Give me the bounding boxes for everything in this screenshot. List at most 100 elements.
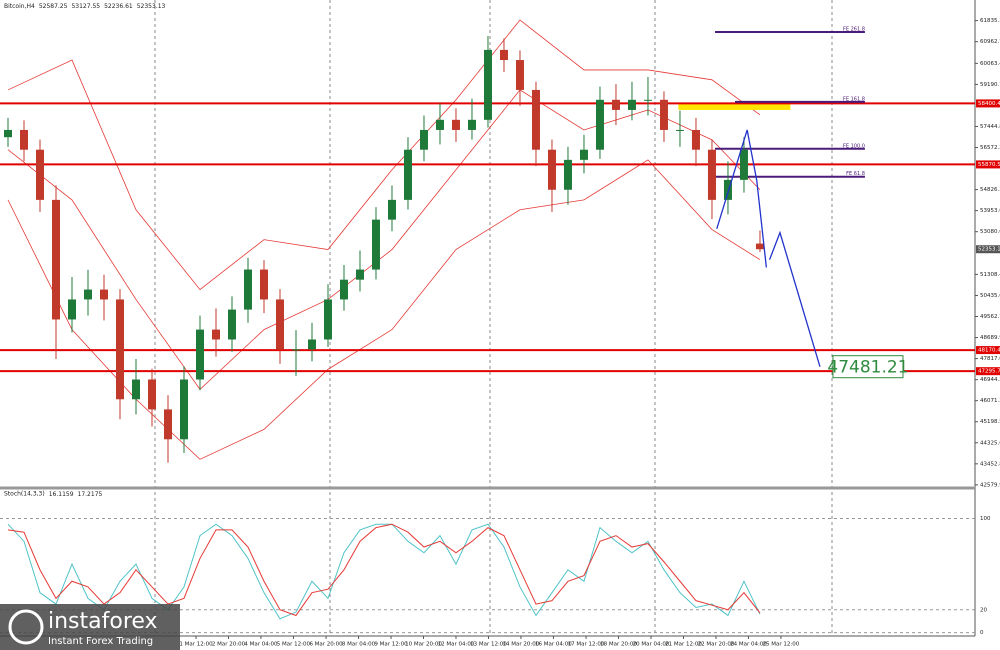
- x-tick-label: 22 Mar 20:00: [698, 642, 735, 648]
- x-tick-label: 1 Mar 12:00: [179, 642, 213, 648]
- candle-body: [83, 289, 92, 300]
- candle-body: [147, 379, 156, 410]
- level-label: 47295.76: [978, 369, 1000, 375]
- x-tick-label: 9 Mar 12:00: [374, 642, 408, 648]
- title-value: 17.2175: [78, 491, 103, 498]
- candle-body: [211, 329, 220, 340]
- fib-label: FE 61.8: [846, 171, 865, 177]
- last-price-label: 52353.13: [978, 247, 1000, 253]
- candle-body: [163, 409, 172, 440]
- candle-body: [195, 329, 204, 380]
- x-tick-label: 5 Mar 12:00: [277, 642, 311, 648]
- target-box: [832, 355, 904, 379]
- y-tick-label: 46944.20: [980, 377, 1000, 383]
- x-tick-label: 4 Mar 04:00: [244, 642, 278, 648]
- x-tick-label: 18 Mar 20:00: [600, 642, 637, 648]
- logo: [8, 609, 44, 645]
- projection-line: [768, 230, 821, 367]
- candle-body: [243, 269, 252, 310]
- candle-body: [3, 129, 12, 138]
- y-tick-label: 56572.20: [980, 145, 1000, 151]
- candle-body: [323, 299, 332, 340]
- title-high: 53127.55: [71, 3, 100, 10]
- candle-body: [531, 89, 540, 150]
- candle-body: [643, 99, 652, 101]
- candle-body: [275, 299, 284, 350]
- candle-body: [755, 243, 764, 250]
- x-tick-label: 10 Mar 20:00: [405, 642, 442, 648]
- y-tick-label: 20: [980, 607, 987, 613]
- y-tick-label: 42579.95: [980, 482, 1000, 488]
- candle-body: [739, 149, 748, 180]
- candle-body: [675, 129, 684, 131]
- candle-body: [35, 149, 44, 200]
- level-tag: [976, 160, 1000, 169]
- candle-body: [179, 379, 188, 440]
- y-tick-label: 53953.65: [980, 208, 1000, 214]
- candle-body: [483, 49, 492, 120]
- y-tick-label: 60962.70: [980, 39, 1000, 45]
- x-tick-label: 21 Mar 12:00: [665, 642, 702, 648]
- y-tick-label: 61835.35: [980, 18, 1000, 24]
- x-tick-label: 14 Mar 20:00: [503, 642, 540, 648]
- y-tick-label: 43452.80: [980, 461, 1000, 467]
- last-price-tag: [976, 245, 1000, 254]
- title-open: 52587.25: [39, 3, 68, 10]
- fib-label: FE 161.8: [843, 96, 865, 102]
- level-tag: [976, 367, 1000, 376]
- y-tick-label: 50435.60: [980, 293, 1000, 299]
- candle-body: [691, 129, 700, 150]
- target-label: 47481.21: [827, 358, 908, 378]
- y-tick-label: 45198.50: [980, 419, 1000, 425]
- x-tick-label: 2 Mar 20:00: [212, 642, 246, 648]
- candle-body: [339, 279, 348, 300]
- x-tick-label: 24 Mar 04:00: [730, 642, 767, 648]
- candle-body: [371, 219, 380, 270]
- title-value: 16.1159: [49, 491, 74, 498]
- y-tick-label: 44325.65: [980, 440, 1000, 446]
- chart-title: Stoch(14,3,3) 16.1159 17.2175: [4, 491, 103, 498]
- brand: instaforex: [48, 609, 158, 634]
- candle-body: [259, 269, 268, 300]
- title-name: Bitcoin,H4: [4, 3, 35, 10]
- candle-body: [723, 179, 732, 200]
- y-tick-label: 0: [980, 630, 984, 636]
- fib-label: FE 100.0: [843, 143, 865, 149]
- level-label: 48170.40: [978, 348, 1000, 354]
- y-tick-label: 53080.60: [980, 229, 1000, 235]
- candle-body: [595, 99, 604, 150]
- x-tick-label: 20 Mar 04:00: [633, 642, 670, 648]
- title-low: 52236.61: [104, 3, 133, 10]
- x-tick-label: 16 Mar 04:00: [535, 642, 572, 648]
- x-tick-label: 17 Mar 12:00: [568, 642, 605, 648]
- x-tick-label: 13 Mar 12:00: [470, 642, 507, 648]
- candle-body: [99, 289, 108, 300]
- candle-body: [227, 309, 236, 340]
- chart-title: Bitcoin,H4 52587.25 53127.55 52236.61 52353.…: [4, 3, 166, 10]
- candle-body: [115, 299, 124, 400]
- tagline: Instant Forex Trading: [48, 636, 153, 647]
- candle-body: [355, 269, 364, 280]
- candle-body: [387, 199, 396, 220]
- x-tick-label: 25 Mar 12:00: [763, 642, 800, 648]
- x-tick-label: 6 Mar 20:00: [309, 642, 343, 648]
- y-tick-label: 57444.85: [980, 124, 1000, 130]
- y-tick-label: 60063.40: [980, 61, 1000, 67]
- stoch-line: [7, 523, 761, 617]
- candle-body: [435, 119, 444, 130]
- candle-body: [467, 119, 476, 130]
- level-tag: [976, 346, 1000, 355]
- x-tick-label: 12 Mar 04:00: [438, 642, 475, 648]
- candle-body: [19, 129, 28, 150]
- candle-body: [307, 339, 316, 350]
- pattern-line: [716, 129, 768, 268]
- candle-body: [707, 149, 716, 200]
- candle-body: [563, 159, 572, 190]
- x-tick-label: 8 Mar 04:00: [342, 642, 376, 648]
- stoch-line: [7, 523, 761, 620]
- y-tick-label: 49562.75: [980, 314, 1000, 320]
- bollinger-upper: [7, 19, 761, 291]
- y-tick-label: 47817.05: [980, 356, 1000, 362]
- candle-body: [611, 99, 620, 110]
